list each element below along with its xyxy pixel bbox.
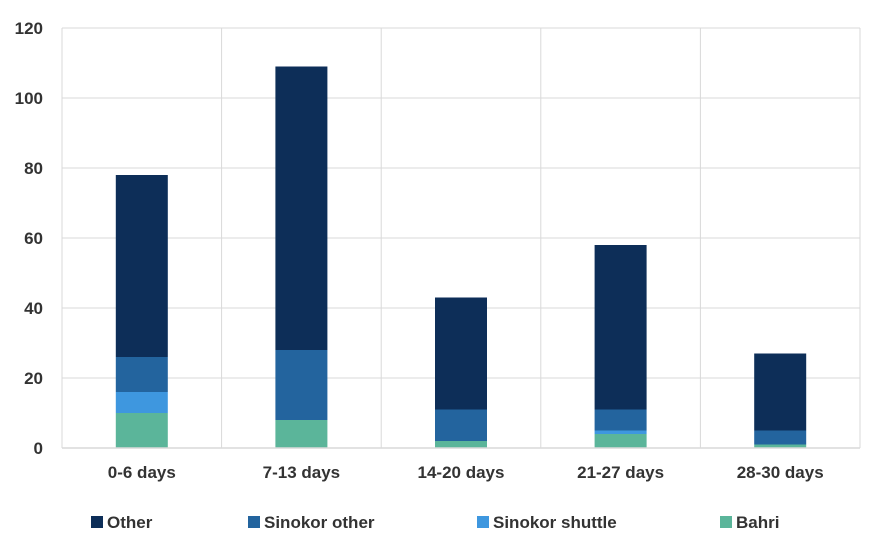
legend-swatch-sinokor-other [248, 516, 260, 528]
y-tick-label-40: 40 [24, 299, 43, 318]
bar-bahri-14-20-days [435, 441, 487, 448]
bar-other-14-20-days [435, 297, 487, 410]
legend-swatch-bahri [720, 516, 732, 528]
y-tick-label-60: 60 [24, 229, 43, 248]
legend-label-sinokor-other: Sinokor other [264, 513, 375, 532]
bar-other-0-6-days [115, 175, 168, 357]
x-tick-label-21-27-days: 21-27 days [577, 463, 664, 482]
bar-bahri-28-30-days [754, 444, 807, 448]
bars [115, 66, 807, 448]
y-tick-label-0: 0 [34, 439, 43, 458]
legend-label-bahri: Bahri [736, 513, 779, 532]
bar-sinokor-other-0-6-days [115, 357, 168, 392]
bar-sinokor-other-7-13-days [275, 350, 328, 420]
x-axis: 0-6 days 7-13 days 14-20 days 21-27 days 28-… [62, 447, 860, 482]
y-tick-label-80: 80 [24, 159, 43, 178]
x-tick-label-28-30-days: 28-30 days [737, 463, 824, 482]
bar-sinokor-shuttle-0-6-days [115, 392, 168, 413]
bar-bahri-7-13-days [275, 420, 328, 448]
bar-bahri-0-6-days [115, 413, 168, 448]
bar-other-21-27-days [594, 245, 647, 410]
legend: Other Sinokor other Sinokor shuttle Bahri [91, 513, 779, 532]
bar-other-28-30-days [754, 353, 807, 431]
legend-swatch-sinokor-shuttle [477, 516, 489, 528]
y-tick-label-100: 100 [15, 89, 43, 108]
y-tick-label-20: 20 [24, 369, 43, 388]
y-tick-label-120: 120 [15, 19, 43, 38]
bar-other-7-13-days [275, 66, 328, 350]
legend-swatch-other [91, 516, 103, 528]
gridlines [61, 27, 861, 448]
legend-label-sinokor-shuttle: Sinokor shuttle [493, 513, 617, 532]
bar-bahri-21-27-days [594, 434, 647, 448]
bar-sinokor-other-28-30-days [754, 430, 807, 445]
bar-sinokor-shuttle-21-27-days [594, 430, 647, 434]
x-tick-label-7-13-days: 7-13 days [263, 463, 341, 482]
y-axis: 0 20 40 60 80 100 120 [15, 19, 43, 458]
x-tick-label-14-20-days: 14-20 days [418, 463, 505, 482]
legend-label-other: Other [107, 513, 153, 532]
bar-sinokor-other-21-27-days [594, 409, 647, 431]
bar-sinokor-other-14-20-days [435, 409, 487, 441]
x-tick-label-0-6-days: 0-6 days [108, 463, 176, 482]
